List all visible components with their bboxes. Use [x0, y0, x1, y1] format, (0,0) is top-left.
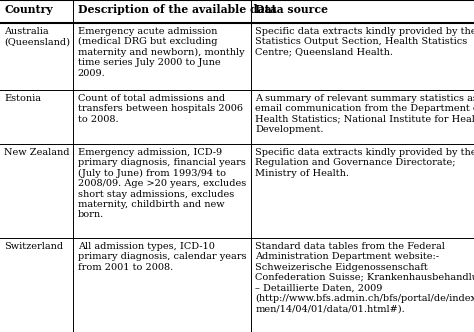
Text: Count of total admissions and
transfers between hospitals 2006
to 2008.: Count of total admissions and transfers … [78, 94, 243, 124]
Text: Country: Country [4, 4, 53, 15]
Text: Specific data extracts kindly provided by the
Regulation and Governance Director: Specific data extracts kindly provided b… [255, 148, 474, 178]
Text: Description of the available data: Description of the available data [78, 4, 276, 15]
Text: New Zealand: New Zealand [4, 148, 70, 157]
Text: Australia
(Queensland): Australia (Queensland) [4, 27, 70, 46]
Text: Emergency acute admission
(medical DRG but excluding
maternity and newborn), mon: Emergency acute admission (medical DRG b… [78, 27, 244, 78]
Text: A summary of relevant summary statistics as an
email communication from the Depa: A summary of relevant summary statistics… [255, 94, 474, 134]
Text: Estonia: Estonia [4, 94, 41, 103]
Text: Data source: Data source [255, 4, 328, 15]
Text: Emergency admission, ICD-9
primary diagnosis, financial years
(July to June) fro: Emergency admission, ICD-9 primary diagn… [78, 148, 246, 219]
Text: Standard data tables from the Federal
Administration Department website:-
Schwei: Standard data tables from the Federal Ad… [255, 242, 474, 313]
Text: All admission types, ICD-10
primary diagnosis, calendar years
from 2001 to 2008.: All admission types, ICD-10 primary diag… [78, 242, 246, 272]
Text: Switzerland: Switzerland [4, 242, 64, 251]
Text: Specific data extracts kindly provided by the
Statistics Output Section, Health : Specific data extracts kindly provided b… [255, 27, 474, 56]
